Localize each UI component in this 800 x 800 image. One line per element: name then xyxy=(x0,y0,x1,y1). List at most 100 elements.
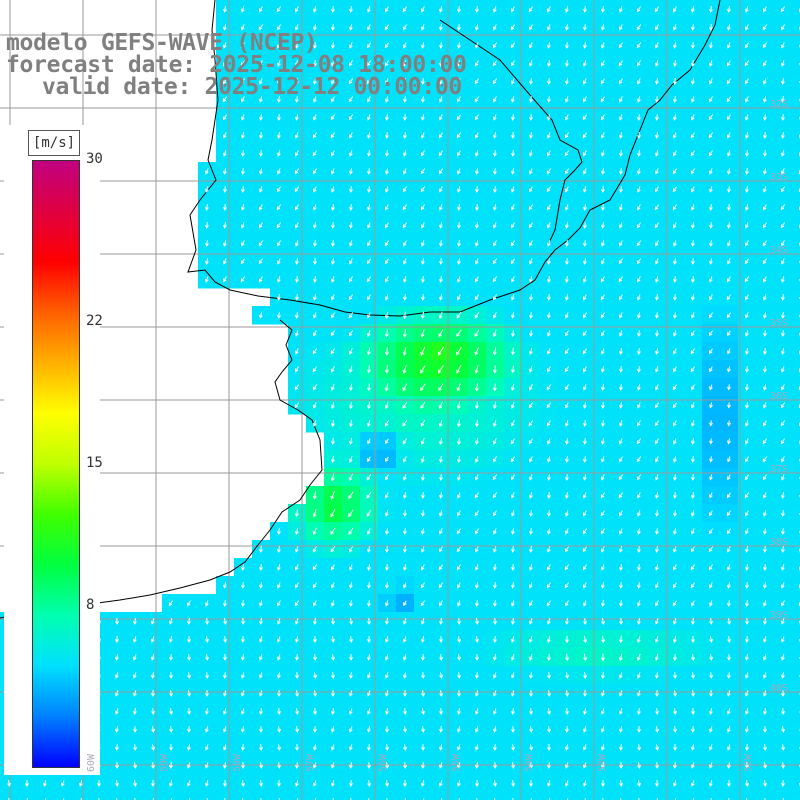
wind-cell xyxy=(720,792,739,800)
wind-vector xyxy=(296,509,298,517)
wind-vector-head xyxy=(204,782,209,787)
wind-vector xyxy=(439,6,443,12)
wind-vector xyxy=(314,258,316,264)
wind-vector xyxy=(332,240,334,246)
wind-vector-head xyxy=(582,206,587,211)
wind-vector-head xyxy=(690,584,695,589)
wind-vector-head xyxy=(456,134,461,139)
wind-vector xyxy=(782,744,784,750)
wind-vector-head xyxy=(132,692,137,697)
wind-vector-head xyxy=(672,657,677,662)
wind-vector-head xyxy=(456,260,461,265)
wind-vector-head xyxy=(727,458,731,463)
wind-vector-head xyxy=(600,764,605,769)
wind-vector xyxy=(169,636,173,642)
wind-vector xyxy=(350,419,352,427)
wind-vector-head xyxy=(762,188,767,193)
wind-cell xyxy=(198,792,217,800)
wind-vector-head xyxy=(348,746,353,751)
wind-vector-head xyxy=(510,440,515,445)
wind-vector xyxy=(620,168,622,174)
wind-vector xyxy=(656,510,658,516)
wind-vector-head xyxy=(601,783,605,787)
wind-vector-head xyxy=(222,224,227,229)
wind-vector-head xyxy=(601,620,606,625)
wind-vector xyxy=(386,150,388,156)
wind-vector-head xyxy=(582,296,587,301)
wind-vector-head xyxy=(780,170,785,175)
wind-cell xyxy=(792,54,800,73)
wind-vector-head xyxy=(762,278,767,283)
wind-vector-head xyxy=(222,152,227,157)
wind-vector xyxy=(277,672,281,678)
wind-vector xyxy=(548,276,550,282)
wind-vector xyxy=(584,6,586,12)
wind-vector xyxy=(79,780,83,786)
wind-vector-head xyxy=(474,405,479,410)
wind-vector-head xyxy=(438,152,443,157)
wind-vector xyxy=(745,708,749,714)
wind-cell xyxy=(792,216,800,235)
wind-vector xyxy=(511,60,515,66)
wind-vector-head xyxy=(492,747,497,751)
wind-vector xyxy=(548,312,550,318)
wind-vector-head xyxy=(654,566,659,571)
wind-vector-head xyxy=(294,224,299,229)
wind-vector xyxy=(476,672,478,678)
wind-vector xyxy=(276,6,282,12)
wind-vector xyxy=(476,204,478,210)
wind-vector xyxy=(295,546,299,552)
wind-vector xyxy=(727,546,731,552)
wind-vector xyxy=(764,114,766,120)
wind-vector xyxy=(492,492,498,498)
wind-vector xyxy=(349,744,353,750)
wind-vector-head xyxy=(618,171,623,175)
wind-vector xyxy=(529,240,533,246)
wind-vector xyxy=(548,78,550,84)
wind-vector xyxy=(565,546,569,552)
wind-vector xyxy=(259,168,263,174)
wind-vector xyxy=(584,240,586,246)
wind-vector xyxy=(421,780,425,786)
wind-vector-head xyxy=(421,728,426,733)
wind-vector-head xyxy=(222,746,227,751)
wind-vector xyxy=(710,672,712,678)
wind-vector xyxy=(331,96,335,102)
wind-vector-head xyxy=(708,278,713,283)
longitude-label: 57W xyxy=(305,753,316,772)
wind-vector xyxy=(440,42,442,48)
wind-vector-head xyxy=(780,602,785,607)
wind-vector-head xyxy=(258,710,263,715)
wind-vector-head xyxy=(510,116,515,121)
wind-vector-head xyxy=(780,224,785,229)
wind-vector xyxy=(728,222,730,228)
wind-vector-head xyxy=(600,278,605,283)
wind-vector-head xyxy=(582,764,587,769)
wind-vector-head xyxy=(402,422,407,427)
wind-vector-head xyxy=(762,44,767,49)
wind-vector xyxy=(403,456,407,462)
wind-vector xyxy=(259,636,263,642)
wind-vector xyxy=(332,24,334,30)
wind-vector-head xyxy=(618,350,623,355)
wind-vector xyxy=(548,474,550,480)
wind-vector xyxy=(745,24,749,30)
wind-vector-head xyxy=(780,332,785,337)
wind-vector xyxy=(223,618,227,624)
wind-cell xyxy=(792,450,800,469)
wind-vector-head xyxy=(114,639,119,643)
wind-vector xyxy=(312,348,318,354)
wind-vector xyxy=(600,78,606,84)
wind-vector-head xyxy=(492,333,497,338)
wind-vector-head xyxy=(762,206,767,211)
wind-vector xyxy=(331,258,335,264)
wind-vector-head xyxy=(258,692,263,697)
wind-vector-head xyxy=(240,62,245,67)
wind-vector xyxy=(510,438,516,444)
wind-vector-head xyxy=(366,188,371,193)
wind-vector-head xyxy=(618,728,623,733)
wind-vector xyxy=(582,546,588,552)
wind-vector-head xyxy=(636,602,641,607)
wind-vector-head xyxy=(510,530,515,535)
wind-vector xyxy=(475,150,479,156)
